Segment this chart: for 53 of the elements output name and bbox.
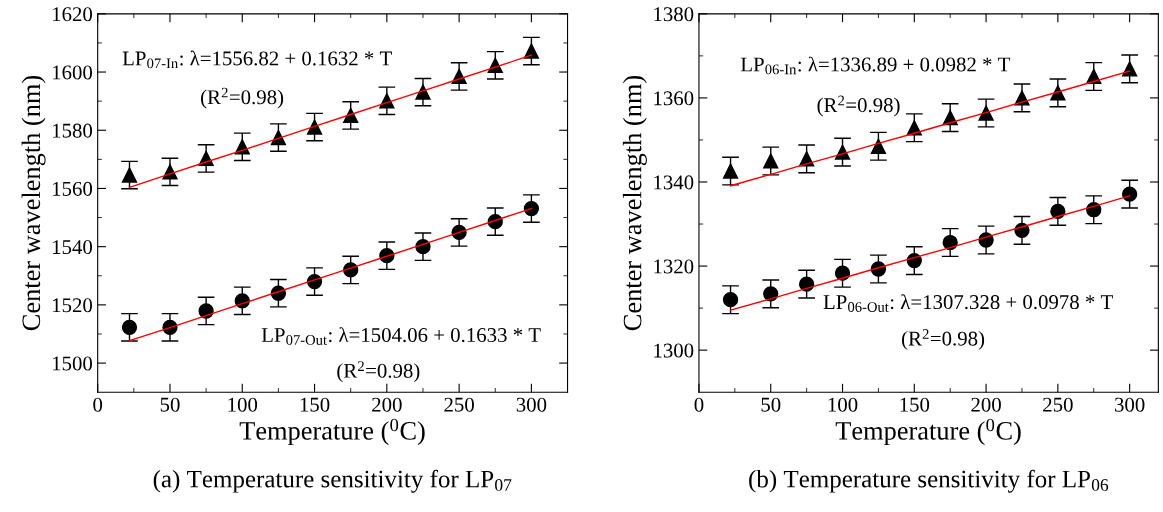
point: [343, 107, 359, 124]
annotation: LP$_{07-Out}$: λ=1504.06 + 0.1633 * T: [261, 327, 541, 345]
point: [121, 167, 138, 183]
x-tick-label: 300: [1115, 397, 1145, 412]
annotation: (R$^{2}$=0.98): [902, 329, 985, 350]
point: [1121, 61, 1138, 77]
y-tick-label: 1300: [654, 343, 694, 358]
x-tick-label: 0: [93, 397, 103, 412]
x-tick-label: 0: [694, 397, 704, 412]
annotation: (R$^{2}$=0.98): [817, 95, 900, 117]
x-axis-title: Temperature ($^{0}$C): [835, 418, 1021, 446]
point: [722, 163, 739, 179]
x-tick-label: 100: [228, 397, 258, 412]
y-axis-title: Center wavelength (nm): [622, 75, 647, 331]
x-tick-label: 200: [971, 397, 1001, 412]
x-tick-label: 250: [444, 397, 474, 412]
y-tick-label: 1360: [654, 91, 694, 106]
y-tick-label: 1340: [654, 175, 694, 190]
x-tick-label: 250: [1043, 397, 1073, 412]
annotation: (R$^{2}$=0.98): [337, 361, 420, 383]
text: (a) Temperature sensitivity for LP$_{07}$: [153, 469, 512, 493]
x-axis-title: Temperature ($^{0}$C): [239, 418, 425, 446]
x-tick-label: 150: [300, 397, 330, 412]
y-tick-label: 1580: [53, 123, 93, 138]
y-tick-label: 1560: [53, 181, 93, 196]
y-tick-label: 1600: [53, 65, 93, 80]
point: [763, 153, 779, 169]
annotation: (R$^{2}$=0.98): [201, 87, 284, 109]
annotation: LP$_{06-In}$: λ=1336.89 + 0.0982 * T: [740, 56, 1011, 75]
y-tick-label: 1520: [53, 298, 93, 313]
point: [722, 292, 739, 308]
y-tick-label: 1620: [53, 7, 93, 22]
y-tick-label: 1540: [53, 240, 93, 255]
y-tick-label: 1320: [654, 259, 694, 274]
x-tick-label: 200: [372, 397, 402, 412]
point: [1121, 186, 1138, 202]
y-axis-title: Center wavelength (nm): [21, 75, 46, 331]
annotation: LP$_{06-Out}$: λ=1307.328 + 0.0978 * T: [823, 294, 1113, 312]
point: [523, 200, 540, 217]
annotation: LP$_{07-In}$: λ=1556.82 + 0.1632 * T: [122, 50, 392, 69]
x-tick-label: 50: [160, 397, 180, 412]
point: [870, 138, 887, 154]
point: [942, 234, 958, 251]
point: [1050, 203, 1066, 220]
text: (b) Temperature sensitivity for LP$_{06}$: [749, 469, 1109, 493]
point: [121, 319, 138, 335]
point: [415, 84, 431, 100]
x-tick-label: 150: [900, 397, 930, 412]
x-tick-label: 300: [516, 397, 547, 412]
x-tick-label: 100: [828, 397, 858, 412]
y-tick-label: 1380: [654, 7, 694, 22]
x-tick-label: 50: [761, 397, 781, 412]
y-tick-label: 1500: [53, 356, 93, 371]
